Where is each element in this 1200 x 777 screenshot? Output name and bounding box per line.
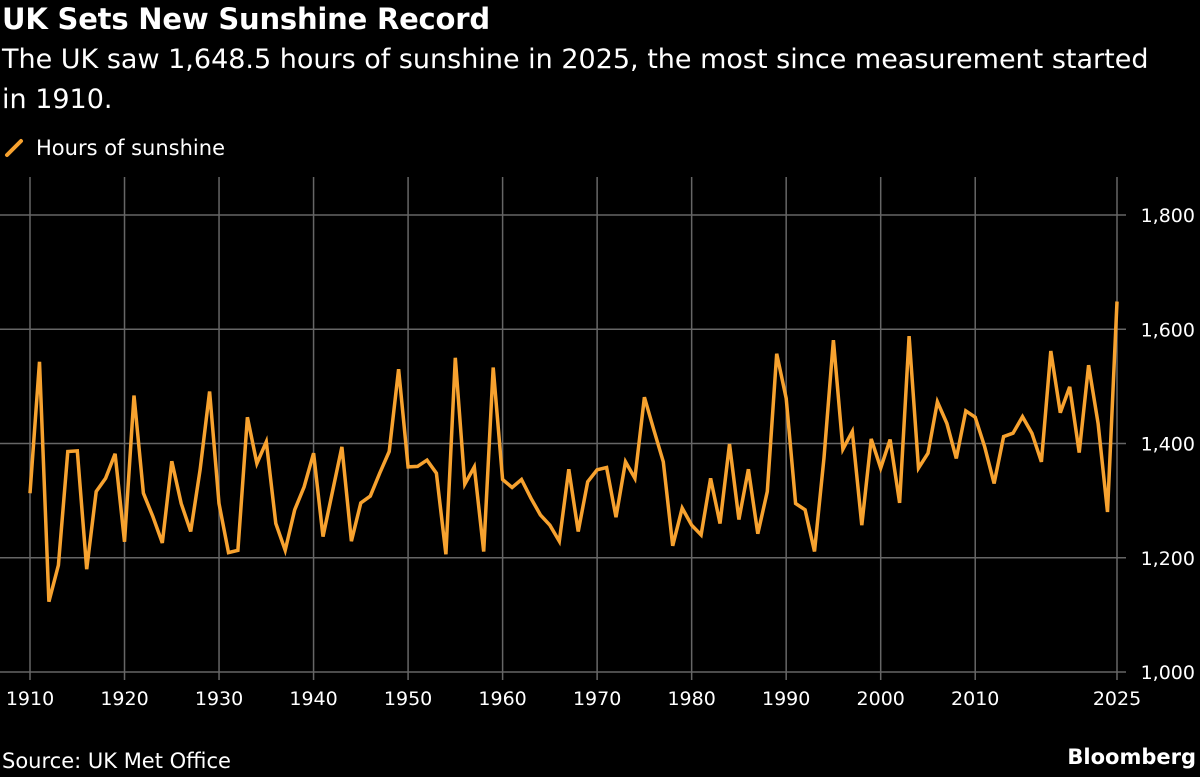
x-tick-label: 1960 [478, 688, 526, 710]
legend-line-icon [5, 139, 23, 157]
x-tick-label: 2000 [857, 688, 905, 710]
x-tick-label: 1920 [100, 688, 148, 710]
x-tick-label: 2010 [951, 688, 999, 710]
legend: Hours of sunshine [4, 136, 225, 160]
chart-title: UK Sets New Sunshine Record [2, 2, 490, 36]
x-tick-label: 1970 [573, 688, 621, 710]
x-tick-label: 1950 [384, 688, 432, 710]
y-tick-label: 1,600 [1141, 319, 1195, 341]
x-tick-label: 1930 [195, 688, 243, 710]
x-tick-label: 1980 [667, 688, 715, 710]
y-tick-label: 1,400 [1141, 434, 1195, 456]
y-tick-label: 1,000 [1141, 662, 1195, 684]
chart-subtitle: The UK saw 1,648.5 hours of sunshine in … [2, 44, 1149, 115]
source-note: Source: UK Met Office [2, 749, 231, 773]
x-tick-label: 1940 [289, 688, 337, 710]
series-line-hours-of-sunshine [28, 301, 1119, 603]
x-tick-label: 1910 [6, 688, 54, 710]
y-tick-label: 1,200 [1141, 548, 1195, 570]
legend-label: Hours of sunshine [36, 136, 225, 160]
brand-logo: Bloomberg [1067, 745, 1196, 769]
x-tick-label: 1990 [762, 688, 810, 710]
x-tick-label: 2025 [1093, 688, 1141, 710]
y-tick-label: 1,800 [1141, 205, 1195, 227]
